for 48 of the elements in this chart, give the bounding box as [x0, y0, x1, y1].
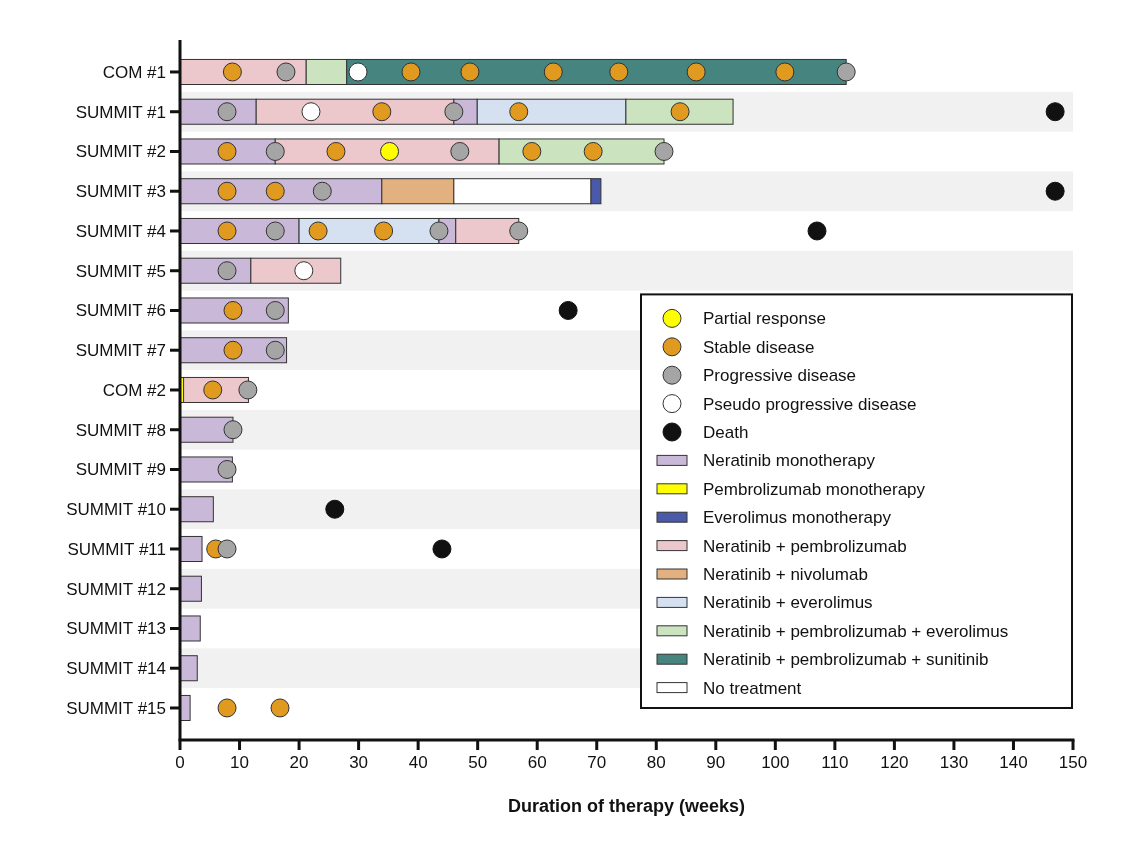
x-tick-label: 40 — [408, 753, 428, 772]
y-tick-label: SUMMIT #4 — [75, 221, 166, 241]
y-tick-label: SUMMIT #7 — [75, 341, 166, 361]
legend-label: Pembrolizumab monotherapy — [703, 479, 926, 499]
legend-label: Neratinib + everolimus — [703, 593, 873, 613]
x-tick-label: 20 — [289, 753, 309, 772]
y-tick-label: SUMMIT #8 — [75, 420, 166, 440]
x-tick-label: 90 — [706, 753, 726, 772]
y-tick-label: SUMMIT #6 — [75, 301, 166, 321]
x-tick-label: 140 — [999, 753, 1028, 772]
y-tick-label: SUMMIT #12 — [66, 579, 166, 599]
legend-label: Neratinib + nivolumab — [703, 564, 868, 584]
legend-label: Death — [703, 422, 749, 442]
legend-label: Pseudo progressive disease — [703, 394, 917, 414]
y-tick-label: COM #2 — [102, 380, 166, 400]
legend-label: Neratinib + pembrolizumab — [703, 536, 907, 556]
y-tick-label: SUMMIT #13 — [66, 619, 166, 639]
x-tick-label: 50 — [468, 753, 488, 772]
y-tick-label: SUMMIT #14 — [66, 659, 166, 679]
legend-label: Stable disease — [703, 337, 815, 357]
x-tick-label: 100 — [761, 753, 790, 772]
x-tick-label: 110 — [821, 753, 849, 772]
x-tick-label: 70 — [587, 753, 607, 772]
y-tick-label: SUMMIT #3 — [75, 182, 166, 202]
x-tick-label: 130 — [939, 753, 969, 772]
x-tick-label: 80 — [646, 753, 666, 772]
legend-label: Partial response — [703, 309, 826, 329]
x-tick-label: 10 — [230, 753, 249, 772]
legend-label: No treatment — [703, 678, 802, 698]
y-tick-label: SUMMIT #2 — [75, 142, 166, 162]
x-axis-title: Duration of therapy (weeks) — [507, 796, 746, 816]
y-tick-label: SUMMIT #9 — [75, 460, 166, 480]
x-tick-label: 120 — [880, 753, 909, 772]
y-tick-label: SUMMIT #5 — [75, 261, 166, 281]
x-tick-label: 0 — [175, 753, 185, 772]
y-tick-label: COM #1 — [102, 62, 166, 82]
legend-label: Neratinib + pembrolizumab + everolimus — [703, 621, 1009, 641]
x-tick-label: 150 — [1058, 753, 1088, 772]
y-tick-label: SUMMIT #1 — [75, 102, 166, 122]
legend-label: Neratinib + pembrolizumab + sunitinib — [703, 650, 989, 670]
x-tick-label: 60 — [527, 753, 547, 772]
y-tick-label: SUMMIT #15 — [66, 698, 166, 718]
x-tick-label: 30 — [349, 753, 369, 772]
legend-label: Progressive disease — [703, 366, 857, 386]
y-tick-label: SUMMIT #10 — [66, 500, 166, 520]
legend-label: Neratinib monotherapy — [703, 451, 876, 471]
y-tick-label: SUMMIT #11 — [67, 539, 166, 559]
legend-label: Everolimus monotherapy — [703, 508, 892, 528]
